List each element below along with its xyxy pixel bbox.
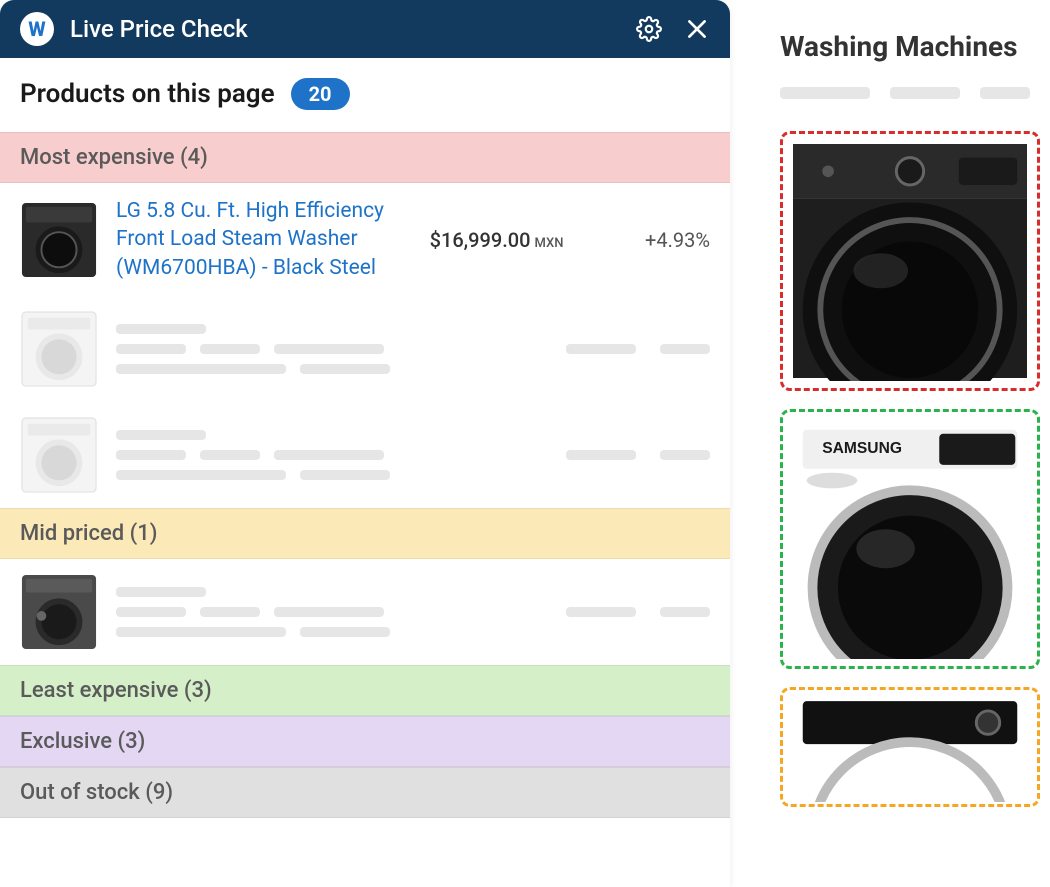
product-thumb <box>20 416 98 494</box>
price-currency: MXN <box>535 236 564 251</box>
most-expensive-list: LG 5.8 Cu. Ft. High Efficiency Front Loa… <box>0 183 730 508</box>
product-thumb <box>20 310 98 388</box>
price-check-panel: W Live Price Check Products on this page… <box>0 0 730 887</box>
products-count-label: Products on this page <box>20 79 275 109</box>
page-title: Washing Machines <box>780 30 1050 63</box>
products-count-badge: 20 <box>291 78 350 110</box>
panel-title: Live Price Check <box>70 15 620 43</box>
product-delta: +4.93% <box>611 228 710 252</box>
product-price: $16,999.00 MXN <box>430 228 564 252</box>
section-least-expensive[interactable]: Least expensive (3) <box>0 665 730 716</box>
product-name-link[interactable]: LG 5.8 Cu. Ft. High Efficiency Front Loa… <box>116 197 412 282</box>
mid-priced-list <box>0 559 730 665</box>
brand-logo-letter: W <box>28 17 45 41</box>
product-card[interactable] <box>780 687 1040 807</box>
section-most-expensive[interactable]: Most expensive (4) <box>0 132 730 183</box>
product-thumb <box>20 573 98 651</box>
page-subtitle-skeleton <box>780 87 1050 99</box>
panel-header: W Live Price Check <box>0 0 730 58</box>
product-row[interactable]: LG 5.8 Cu. Ft. High Efficiency Front Loa… <box>0 183 730 296</box>
header-actions <box>636 16 710 42</box>
section-exclusive[interactable]: Exclusive (3) <box>0 716 730 767</box>
svg-text:SAMSUNG: SAMSUNG <box>822 440 902 457</box>
section-mid-priced[interactable]: Mid priced (1) <box>0 508 730 559</box>
product-card[interactable]: SAMSUNG <box>780 409 1040 669</box>
product-thumb <box>20 201 98 279</box>
section-out-of-stock[interactable]: Out of stock (9) <box>0 767 730 818</box>
product-row-skeleton <box>0 559 730 665</box>
product-card[interactable] <box>780 131 1040 391</box>
product-row-skeleton <box>0 402 730 508</box>
close-icon[interactable] <box>684 16 710 42</box>
settings-icon[interactable] <box>636 16 662 42</box>
brand-logo: W <box>20 12 54 46</box>
price-value: $16,999.00 <box>430 228 531 252</box>
page-content: Washing Machines SAMSUNG <box>730 0 1050 887</box>
products-count-row: Products on this page 20 <box>0 58 730 132</box>
product-row-skeleton <box>0 296 730 402</box>
